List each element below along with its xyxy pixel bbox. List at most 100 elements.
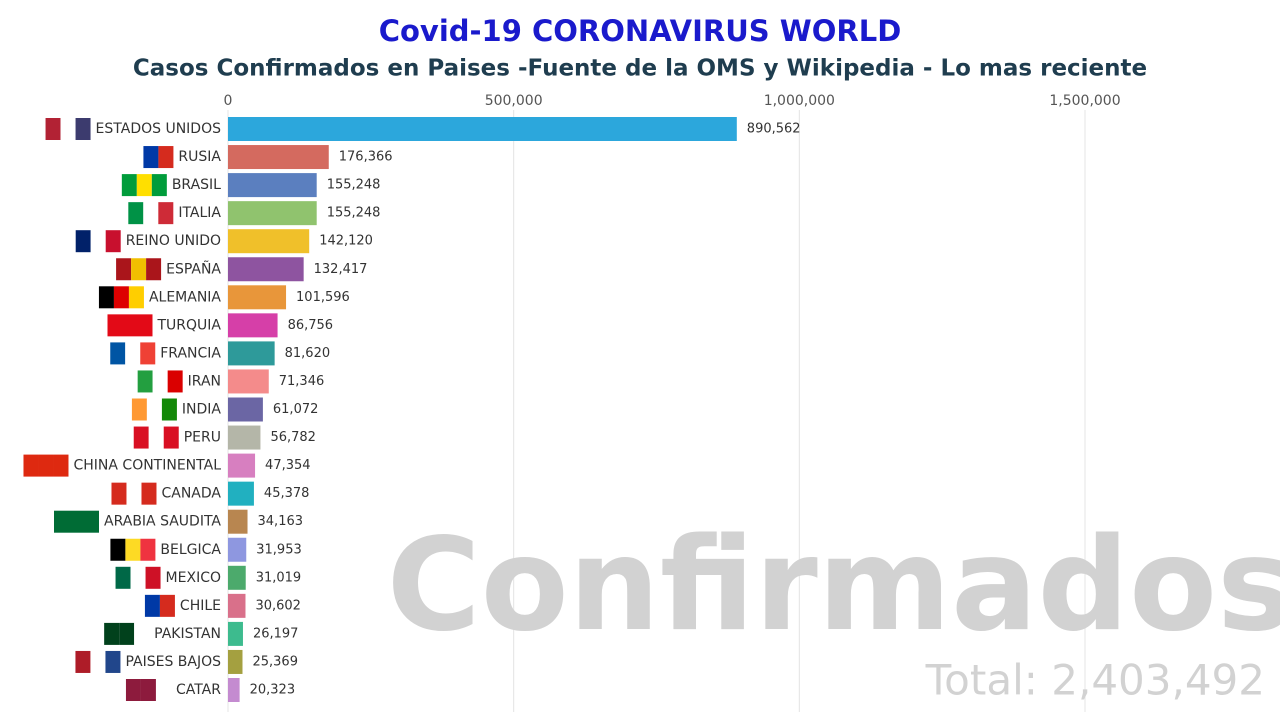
flag-stripe [141, 482, 157, 505]
value-label: 30,602 [255, 598, 301, 613]
category-label: CATAR [176, 682, 221, 698]
category-label: ITALIA [178, 205, 221, 221]
value-label: 132,417 [314, 262, 368, 277]
bar [228, 593, 246, 618]
value-label: 155,248 [327, 178, 381, 193]
flag-stripe [136, 174, 152, 197]
flag-stripe [90, 650, 106, 673]
category-label: ESTADOS UNIDOS [96, 121, 222, 137]
watermark: Confirmados [387, 511, 1280, 660]
flag-stripe [53, 454, 69, 477]
total-label: Total: 2,403,492 [925, 656, 1265, 705]
flag-stripe [158, 146, 174, 169]
value-label: 31,019 [256, 570, 301, 585]
flag-stripe [137, 370, 153, 393]
flag-stripe [113, 286, 129, 309]
flag-stripe [163, 426, 179, 449]
bar [228, 678, 240, 702]
flag-stripe [161, 398, 177, 421]
bar [228, 313, 278, 338]
category-label: CHILE [180, 598, 221, 614]
value-label: 31,953 [256, 542, 302, 557]
value-label: 47,354 [265, 458, 311, 473]
flag-stripe [146, 398, 162, 421]
flag-stripe [23, 454, 39, 477]
value-label: 142,120 [319, 234, 373, 249]
value-label: 890,562 [747, 122, 801, 137]
x-tick-label: 1,500,000 [1049, 93, 1120, 109]
flag-stripe [69, 510, 84, 533]
category-label: MEXICO [166, 570, 221, 586]
flag-stripe [126, 482, 142, 505]
x-tick-label: 500,000 [485, 93, 543, 109]
flag-stripe [45, 118, 61, 140]
category-label: PAISES BAJOS [125, 654, 221, 670]
bar [228, 145, 329, 170]
flag-stripe [116, 258, 132, 281]
flag-stripe [134, 622, 150, 645]
bar [228, 397, 263, 422]
category-label: ARABIA SAUDITA [104, 514, 221, 530]
flag-stripe [121, 174, 137, 197]
flag-stripe [133, 426, 149, 449]
category-label: TURQUIA [157, 317, 222, 333]
value-label: 176,366 [339, 150, 393, 165]
flag-stripe [75, 650, 91, 673]
x-tick-label: 0 [224, 93, 233, 109]
flag-stripe [107, 314, 123, 337]
flag-stripe [145, 566, 161, 589]
flag-stripe [158, 202, 174, 225]
category-label: CANADA [161, 486, 221, 502]
flag-stripe [140, 538, 156, 561]
category-label: CHINA CONTINENTAL [73, 458, 221, 474]
value-label: 56,782 [270, 430, 316, 445]
bar [228, 649, 243, 674]
flag-stripe [143, 146, 159, 169]
value-label: 20,323 [250, 683, 296, 698]
flag-stripe [54, 510, 69, 533]
flag-stripe [140, 342, 156, 365]
flag-stripe [148, 426, 164, 449]
flag-stripe [128, 146, 144, 169]
x-tick-label: 1,000,000 [764, 93, 835, 109]
flag-stripe [152, 370, 168, 393]
flag-stripe [111, 482, 127, 505]
bar [228, 537, 247, 562]
flag-stripe [115, 566, 131, 589]
category-label: ESPAÑA [166, 260, 221, 277]
category-label: IRAN [188, 373, 221, 389]
category-label: PAKISTAN [154, 626, 221, 642]
flag-stripe [128, 286, 144, 309]
flag-stripe [98, 286, 114, 309]
flag-stripe [110, 538, 126, 561]
bar [228, 425, 261, 450]
flag-stripe [159, 594, 175, 617]
bar [228, 285, 287, 310]
flag-stripe [60, 118, 76, 140]
flag-stripe [129, 594, 145, 617]
flag-stripe [125, 342, 141, 365]
flag-stripe [75, 118, 91, 140]
category-label: RUSIA [178, 149, 221, 165]
flag-stripe [146, 258, 162, 281]
value-label: 101,596 [296, 290, 350, 305]
flag-stripe [90, 230, 106, 253]
bar [228, 565, 246, 590]
bar [228, 229, 310, 254]
category-label: BRASIL [172, 177, 221, 193]
flag-stripe [131, 258, 147, 281]
bar [228, 341, 275, 366]
value-label: 86,756 [288, 318, 334, 333]
flag-stripe [84, 510, 99, 533]
flag-stripe [105, 230, 121, 253]
category-label: INDIA [182, 402, 222, 418]
bar [228, 453, 256, 478]
flag-stripe [144, 594, 160, 617]
flag-stripe [131, 398, 147, 421]
bar [228, 369, 269, 394]
flag-stripe [143, 202, 159, 225]
flag-stripe [137, 314, 153, 337]
value-label: 71,346 [279, 374, 325, 389]
flag-stripe [167, 370, 183, 393]
